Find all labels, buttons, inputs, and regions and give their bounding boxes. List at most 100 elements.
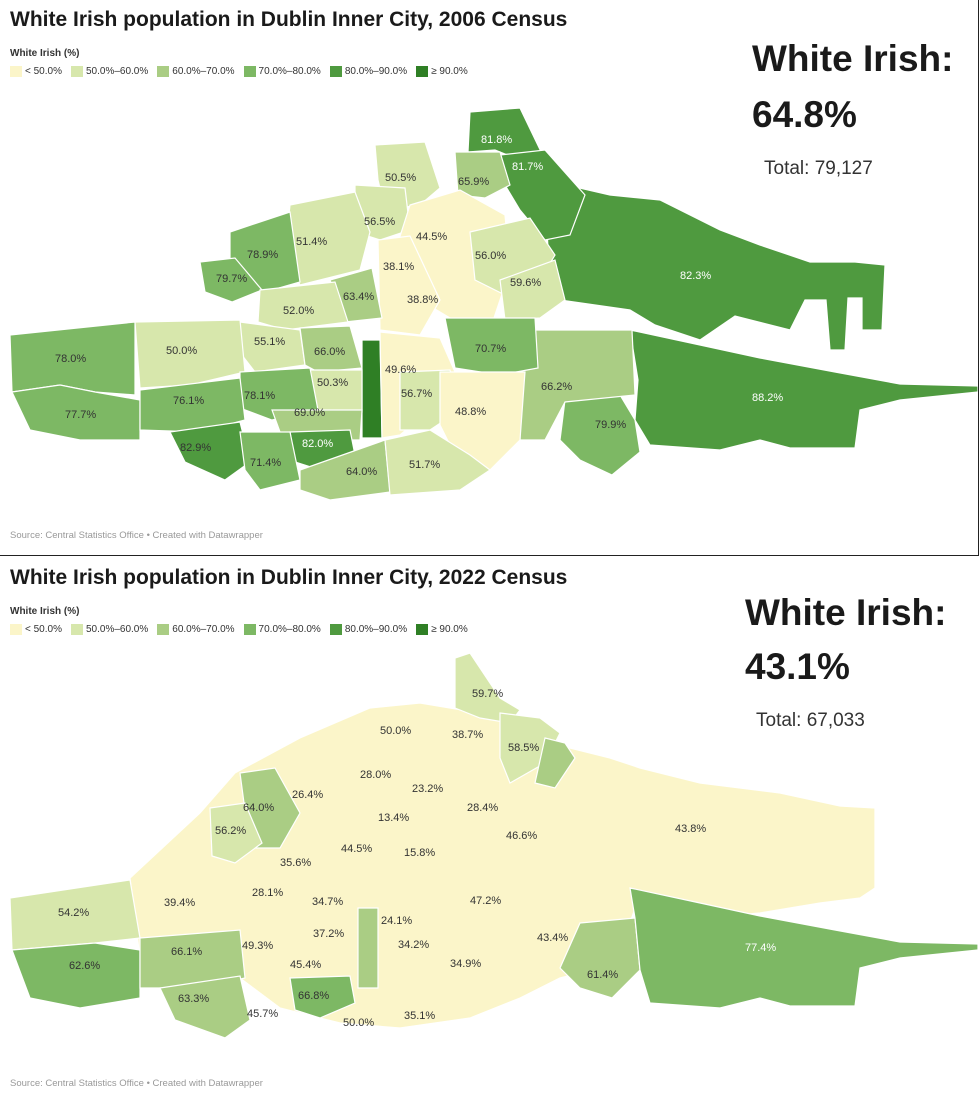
map-panel-2006: White Irish population in Dublin Inner C… [0,0,979,556]
area-label: 54.2% [58,907,89,919]
legend-title: White Irish (%) [10,606,80,617]
legend: < 50.0% 50.0%–60.0% 60.0%–70.0% 70.0%–80… [10,66,468,77]
legend-swatch [329,624,342,635]
legend-swatch [10,624,22,635]
area-label: 77.4% [745,942,776,954]
legend-item: 60.0%–70.0% [157,66,235,77]
area-label: 46.6% [506,830,537,842]
area-region[interactable] [289,975,356,1019]
area-label: 38.7% [452,729,483,741]
area-label: 61.4% [587,969,618,981]
area-region[interactable] [559,394,641,476]
summary-total: Total: 67,033 [756,710,865,731]
legend-item: < 50.0% [10,66,62,77]
area-label: 55.1% [254,336,285,348]
area-label: 56.0% [475,250,506,262]
area-label: 28.0% [360,769,391,781]
area-label: 56.7% [401,388,432,400]
area-label: 13.4% [378,812,409,824]
legend-swatch [243,66,256,77]
area-label: 50.3% [317,377,348,389]
area-label: 35.6% [280,857,311,869]
area-label: 44.5% [416,231,447,243]
area-region[interactable] [239,431,301,491]
area-label: 62.6% [69,960,100,972]
area-label: 50.0% [343,1017,374,1029]
area-region[interactable] [209,802,263,864]
area-label: 66.0% [314,346,345,358]
area-region[interactable] [357,907,379,989]
area-label: 78.0% [55,353,86,365]
area-label: 49.6% [385,364,416,376]
area-region[interactable] [199,257,263,303]
area-region[interactable] [134,319,246,389]
area-label: 66.2% [541,381,572,393]
legend-swatch [243,624,256,635]
area-label: 81.7% [512,161,543,173]
summary-label: White Irish: [752,38,954,79]
legend-swatch [157,624,170,635]
legend-item: 50.0%–60.0% [70,624,149,635]
summary-value: 43.1% [745,646,850,687]
area-label: 51.4% [296,236,327,248]
area-region[interactable] [454,652,521,724]
map-panel-2022: White Irish population in Dublin Inner C… [0,558,978,1097]
legend-label: 50.0%–60.0% [85,624,149,635]
area-label: 51.7% [409,459,440,471]
choropleth-map: 59.7% 50.0% 38.7% 58.5% 28.0% 23.2% 26.4… [9,652,978,1039]
area-region[interactable] [257,281,349,331]
legend-label: 80.0%–90.0% [344,66,408,77]
legend-item: 60.0%–70.0% [157,624,235,635]
legend-item: 80.0%–90.0% [329,66,408,77]
area-label: 79.9% [595,419,626,431]
area-label: 56.5% [364,216,395,228]
area-region[interactable] [129,702,876,1029]
area-region[interactable] [629,887,978,1009]
area-label: 34.2% [398,939,429,951]
area-label: 28.1% [252,887,283,899]
area-region[interactable] [361,339,383,439]
area-label: 82.3% [680,270,711,282]
summary-value: 64.8% [752,94,857,135]
area-region[interactable] [454,151,511,199]
area-label: 37.2% [313,928,344,940]
legend-label: ≥ 90.0% [431,66,468,77]
area-region[interactable] [544,179,886,351]
area-region[interactable] [9,879,141,951]
area-label: 35.1% [404,1010,435,1022]
summary-label: White Irish: [745,592,947,633]
area-region[interactable] [534,737,576,789]
legend-label: < 50.0% [25,624,62,635]
map-title: White Irish population in Dublin Inner C… [10,8,568,31]
legend-swatch [70,66,83,77]
area-label: 43.4% [537,932,568,944]
area-label: 70.7% [475,343,506,355]
area-region[interactable] [499,149,586,241]
area-region[interactable] [629,329,978,451]
area-region[interactable] [169,421,251,481]
legend-item: < 50.0% [10,624,62,635]
legend-label: 60.0%–70.0% [172,624,235,635]
area-label: 56.2% [215,825,246,837]
area-label: 79.7% [216,273,247,285]
area-region[interactable] [159,975,251,1039]
area-region[interactable] [299,439,391,501]
area-label: 26.4% [292,789,323,801]
area-label: 76.1% [173,395,204,407]
area-region[interactable] [499,259,566,321]
area-label: 52.0% [283,305,314,317]
legend-label: ≥ 90.0% [431,624,468,635]
legend-item: 70.0%–80.0% [243,66,321,77]
legend-swatch [70,624,83,635]
area-label: 69.0% [294,407,325,419]
area-label: 34.7% [312,896,343,908]
area-region[interactable] [11,942,141,1009]
choropleth-map: 81.8% 50.5% 65.9% 81.7% 56.5% 44.5% 51.4… [9,107,978,501]
area-label: 43.8% [675,823,706,835]
legend-title: White Irish (%) [10,48,80,59]
legend-swatch [10,66,22,77]
area-label: 23.2% [412,783,443,795]
area-region[interactable] [384,429,492,496]
legend-label: 60.0%–70.0% [172,66,235,77]
legend-item: 50.0%–60.0% [70,66,148,77]
